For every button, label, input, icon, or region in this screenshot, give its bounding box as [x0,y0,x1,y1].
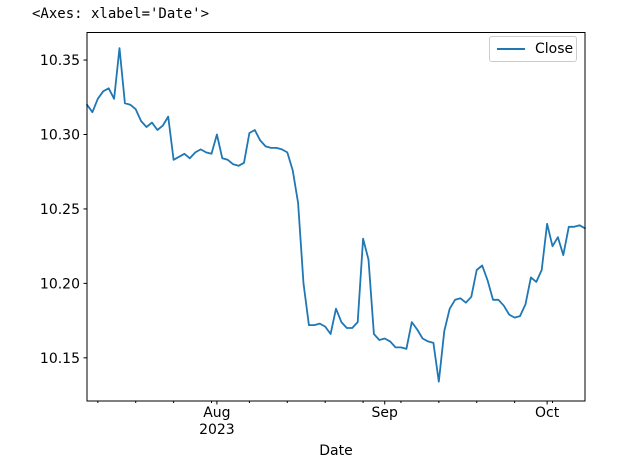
x-axis-label: Date [319,443,353,459]
y-tick-label: 10.20 [40,276,80,292]
legend-label: Close [535,41,574,57]
y-tick-label: 10.15 [40,351,80,367]
legend-line-swatch [497,48,525,50]
legend: Close [489,36,577,62]
x-tick-label: Aug [203,405,230,421]
y-tick-label: 10.25 [40,202,80,218]
x-tick-label: Oct [535,405,560,421]
axes-repr-text: <Axes: xlabel='Date'> [32,6,210,22]
x-tick-year-label: 2023 [199,422,235,438]
y-tick-label: 10.35 [40,53,80,69]
y-tick-label: 10.30 [40,127,80,143]
axes-spines [86,32,586,402]
x-tick-label: Sep [372,405,399,421]
close-price-line [86,47,586,383]
